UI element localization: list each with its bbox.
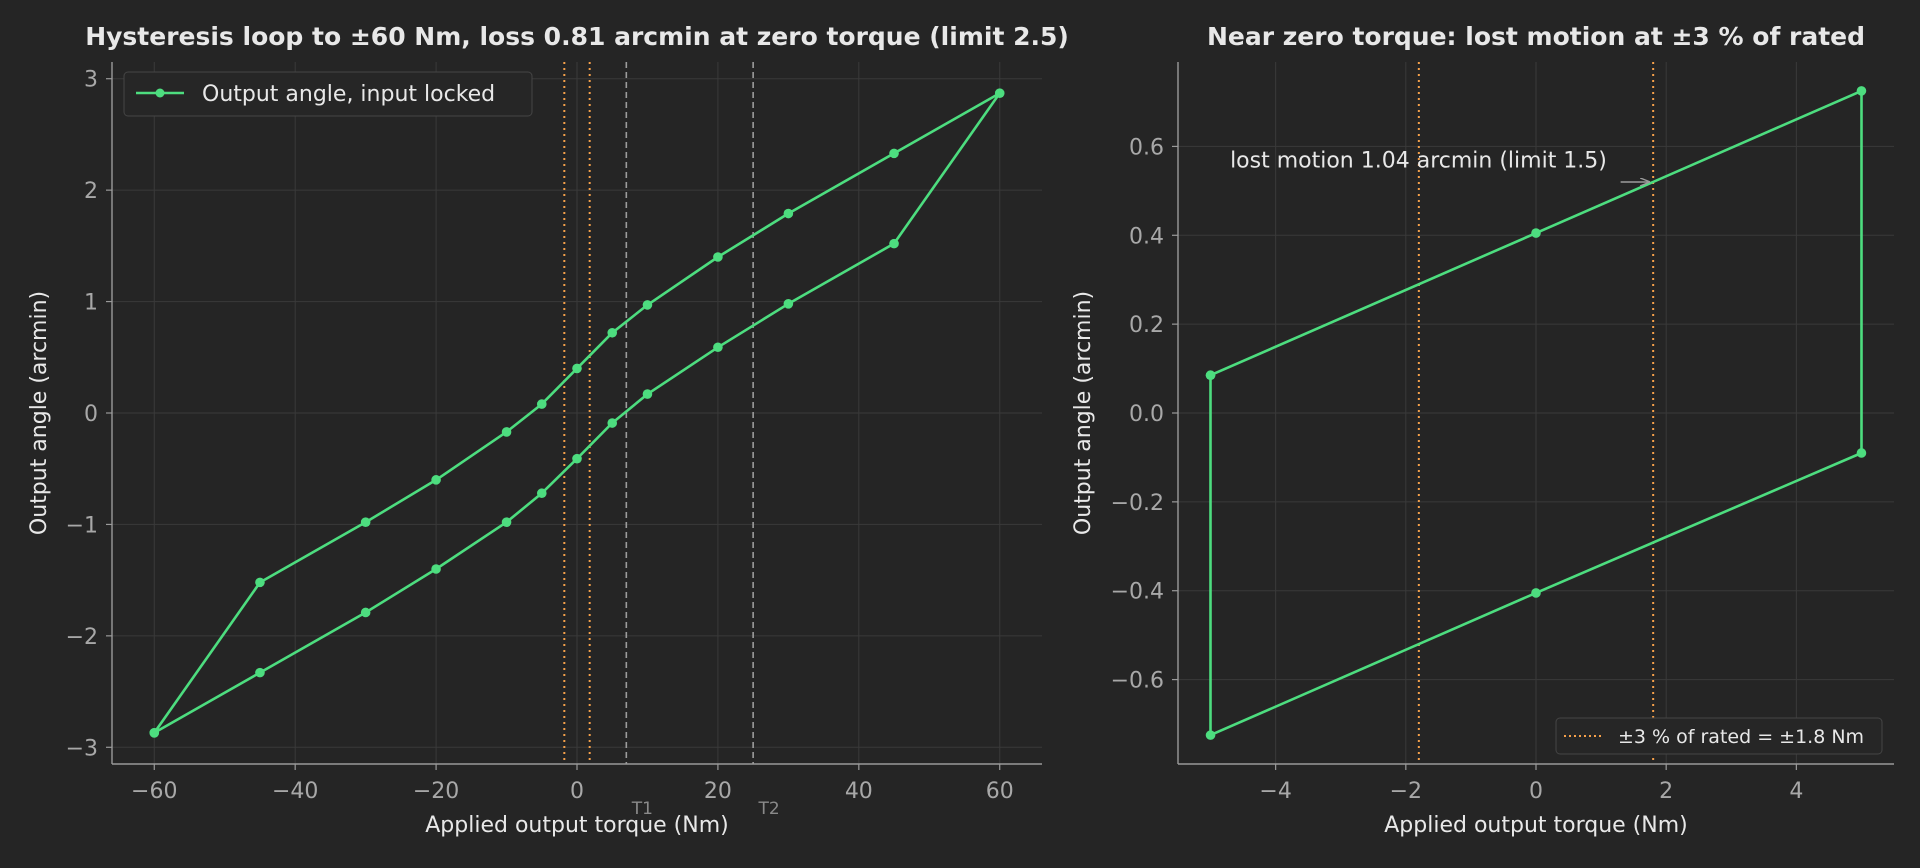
left-x-tick-label: 60 xyxy=(986,779,1014,804)
left-y-tick-label: 3 xyxy=(84,68,98,93)
left-data-point xyxy=(889,238,899,249)
left-data-point xyxy=(642,389,653,399)
left-data-point xyxy=(713,252,723,262)
right-y-tick-label: −0.6 xyxy=(1111,669,1164,694)
left-grid xyxy=(112,62,1042,764)
left-data-point xyxy=(431,564,441,574)
left-data-point xyxy=(501,517,512,527)
left-y-tick-label: −1 xyxy=(66,513,98,538)
left-panel: −60 −40 −20 0 20 40 60 −3 −2 −1 0 1 2 3 T1 T2 Hystere… xyxy=(27,22,1069,838)
right-x-tick-label: 4 xyxy=(1789,779,1803,804)
left-x-tick-label: 40 xyxy=(845,779,873,804)
right-legend-label: ±3 % of rated = ±1.8 Nm xyxy=(1618,726,1864,748)
left-data-point xyxy=(572,453,582,464)
right-data-point xyxy=(1856,448,1867,458)
right-y-tick-label: 0.4 xyxy=(1129,224,1164,249)
left-data-point xyxy=(607,418,618,428)
left-data-point xyxy=(360,607,371,618)
left-data-point xyxy=(713,342,723,353)
left-x-tick-label: 20 xyxy=(704,779,732,804)
left-reference-label-t2: T2 xyxy=(758,799,780,819)
right-x-axis-label: Applied output torque (Nm) xyxy=(1384,813,1688,838)
right-chart-title: Near zero torque: lost motion at ±3 % of… xyxy=(1207,22,1865,51)
left-legend: Output angle, input locked xyxy=(123,71,533,117)
left-data-point xyxy=(994,88,1005,98)
left-data-point xyxy=(501,427,512,437)
left-data-point xyxy=(783,299,794,309)
right-legend: ±3 % of rated = ±1.8 Nm xyxy=(1555,717,1883,755)
right-annotation-label: lost motion 1.04 arcmin (limit 1.5) xyxy=(1230,149,1607,174)
right-y-tick-label: 0.6 xyxy=(1129,135,1164,160)
left-y-tick-label: 1 xyxy=(84,291,98,316)
left-data-point xyxy=(889,148,899,159)
right-data-point xyxy=(1205,370,1216,381)
left-y-tick-label: −3 xyxy=(66,736,98,761)
left-x-tick-label: −60 xyxy=(131,779,177,804)
left-data-point xyxy=(783,208,794,219)
left-reference-labels: T1 T2 xyxy=(631,799,780,819)
left-x-tick-label: 0 xyxy=(570,779,584,804)
left-data-point xyxy=(255,577,265,588)
right-data-point xyxy=(1856,86,1867,96)
right-data-point xyxy=(1531,228,1541,238)
right-x-tick-label: 2 xyxy=(1659,779,1673,804)
left-x-axis-label: Applied output torque (Nm) xyxy=(425,813,729,838)
left-x-tick-label: −40 xyxy=(272,779,318,804)
left-y-tick-label: −2 xyxy=(66,625,98,650)
right-y-tick-label: −0.2 xyxy=(1111,491,1164,516)
left-chart-title: Hysteresis loop to ±60 Nm, loss 0.81 arc… xyxy=(85,22,1069,51)
left-y-ticks: −3 −2 −1 0 1 2 3 xyxy=(66,68,112,761)
left-y-tick-label: 0 xyxy=(84,402,98,427)
right-y-tick-label: −0.4 xyxy=(1111,580,1164,605)
right-x-ticks: −4 −2 0 2 4 xyxy=(1259,764,1803,804)
left-y-axis-label: Output angle (arcmin) xyxy=(27,291,52,535)
right-y-tick-label: 0.0 xyxy=(1129,402,1164,427)
right-x-tick-label: 0 xyxy=(1529,779,1543,804)
left-series xyxy=(149,88,1005,738)
left-y-tick-label: 2 xyxy=(84,179,98,204)
right-x-tick-label: −4 xyxy=(1259,779,1291,804)
left-data-point xyxy=(642,300,653,310)
left-data-point xyxy=(255,667,265,678)
left-data-point xyxy=(431,475,441,485)
right-data-point xyxy=(1205,730,1216,740)
right-y-tick-label: 0.2 xyxy=(1129,313,1164,338)
left-legend-label: Output angle, input locked xyxy=(202,82,495,107)
left-x-ticks: −60 −40 −20 0 20 40 60 xyxy=(131,764,1014,804)
right-data-point xyxy=(1531,588,1541,598)
left-legend-marker xyxy=(155,88,165,98)
left-data-point xyxy=(536,488,547,499)
right-series xyxy=(1205,86,1867,740)
right-y-axis-label: Output angle (arcmin) xyxy=(1071,291,1096,535)
right-panel: −4 −2 0 2 4 −0.6 −0.4 −0.2 0.0 0.2 0.4 0.6 Near ze… xyxy=(1071,22,1894,838)
left-data-point xyxy=(360,517,371,527)
left-data-point xyxy=(536,399,547,409)
right-x-tick-label: −2 xyxy=(1390,779,1422,804)
left-data-point xyxy=(149,728,160,738)
left-x-tick-label: −20 xyxy=(413,779,459,804)
right-y-ticks: −0.6 −0.4 −0.2 0.0 0.2 0.4 0.6 xyxy=(1111,135,1178,694)
left-legend-box xyxy=(123,71,533,117)
left-data-point xyxy=(607,327,618,338)
left-data-point xyxy=(572,363,582,374)
left-reference-label-t1: T1 xyxy=(631,799,653,819)
right-legend-box xyxy=(1555,717,1883,755)
